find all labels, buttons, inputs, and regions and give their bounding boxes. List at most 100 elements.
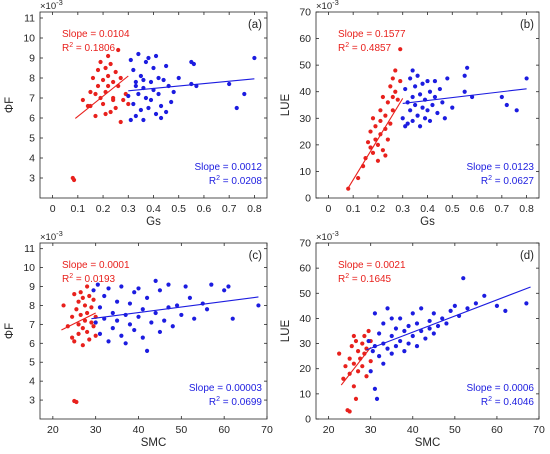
slope-annotation: Slope = 0.0021	[338, 260, 406, 271]
data-point	[71, 177, 77, 183]
y-exponent-power: -3	[56, 0, 63, 7]
y-exponent-power: -3	[332, 229, 339, 238]
data-point	[462, 89, 467, 94]
data-point	[389, 333, 394, 339]
data-point	[377, 354, 382, 359]
data-point	[414, 343, 420, 349]
data-point	[138, 107, 143, 113]
data-point	[176, 75, 181, 81]
r2-value: = 0.1806	[73, 43, 115, 54]
x-tick-label: 0.8	[519, 203, 534, 215]
data-point	[164, 63, 169, 69]
data-point	[171, 89, 176, 95]
data-point	[93, 91, 98, 97]
r2-superscript: 2	[69, 273, 73, 280]
data-point	[499, 94, 504, 100]
y-exponent-power: -3	[332, 0, 339, 7]
data-point	[80, 343, 85, 348]
data-point	[393, 326, 399, 331]
data-point	[90, 75, 96, 81]
data-point	[103, 65, 108, 71]
data-point	[355, 349, 361, 354]
x-tick-label: 0.2	[96, 203, 111, 215]
data-point	[406, 341, 411, 346]
r2-annotation: R2 = 0.4046	[481, 396, 535, 408]
data-point	[132, 290, 137, 295]
data-point	[74, 399, 79, 405]
data-point	[82, 303, 88, 308]
data-point	[146, 105, 151, 111]
slope-annotation: Slope = 0.0012	[194, 162, 262, 173]
data-point	[166, 282, 171, 287]
x-tick-label: 0.1	[346, 203, 361, 215]
data-point	[80, 326, 85, 331]
data-point	[494, 303, 500, 308]
axes-box	[315, 242, 540, 420]
data-point	[380, 94, 385, 100]
data-point	[126, 101, 131, 107]
r2-superscript: 2	[216, 175, 220, 182]
data-point	[473, 301, 478, 306]
r2-superscript: 2	[345, 42, 349, 49]
y-tick-label: 20	[299, 363, 311, 375]
x-axis-label: Gs	[420, 216, 435, 228]
y-axis-label: LUE	[280, 93, 292, 116]
data-point	[400, 116, 405, 121]
data-point	[76, 331, 81, 336]
data-point	[136, 286, 141, 291]
r2-annotation: R2 = 0.0699	[209, 396, 263, 408]
data-point	[378, 118, 383, 124]
x-tick-label: 0	[325, 203, 331, 215]
data-point	[128, 117, 133, 123]
data-point	[366, 328, 371, 334]
x-tick-label: 0.7	[222, 203, 237, 215]
data-point	[366, 338, 371, 344]
data-point	[524, 301, 529, 306]
data-point	[410, 311, 415, 316]
y-tick-label: 20	[299, 139, 311, 151]
data-point	[100, 77, 106, 83]
data-point	[375, 158, 381, 163]
data-point	[368, 369, 373, 374]
y-exponent-label: ×10-3	[40, 229, 63, 243]
data-point	[364, 374, 369, 379]
data-point	[383, 113, 388, 118]
data-point	[444, 321, 449, 326]
data-point	[390, 94, 395, 100]
data-point	[380, 148, 385, 153]
x-tick-label: 0.7	[495, 203, 510, 215]
data-point	[413, 84, 418, 89]
x-tick-label: 50	[449, 424, 461, 436]
data-point	[98, 59, 103, 65]
data-point	[252, 55, 257, 61]
data-point	[80, 295, 85, 300]
data-point	[93, 113, 98, 119]
data-point	[440, 316, 445, 321]
x-tick-label: 30	[365, 424, 377, 436]
data-point	[102, 293, 107, 299]
data-point	[385, 137, 390, 142]
y-exponent-label: ×10-3	[316, 0, 339, 12]
data-point	[179, 312, 184, 318]
x-tick-label: 0.1	[71, 203, 86, 215]
data-point	[164, 109, 169, 115]
data-point	[209, 282, 214, 287]
data-point	[448, 308, 453, 313]
data-point	[127, 322, 133, 327]
data-point	[360, 364, 365, 369]
fit-line	[61, 312, 96, 331]
data-point	[230, 316, 235, 321]
series-1	[400, 65, 529, 129]
data-point	[187, 295, 193, 300]
data-point	[432, 94, 438, 100]
data-point	[144, 348, 150, 353]
x-axis-label: Gs	[146, 216, 161, 228]
data-point	[106, 339, 111, 344]
data-point	[398, 316, 403, 321]
data-point	[351, 384, 356, 389]
data-point	[70, 314, 75, 319]
data-point	[144, 295, 150, 300]
axes-box	[39, 242, 268, 420]
data-point	[405, 121, 410, 126]
panel-0: 0 0.1 0.2 0.3 0.4 0.5 0.6 0.7 0.8 3 4 5 6 7 8 9 10 11 ×10-…	[4, 0, 268, 228]
